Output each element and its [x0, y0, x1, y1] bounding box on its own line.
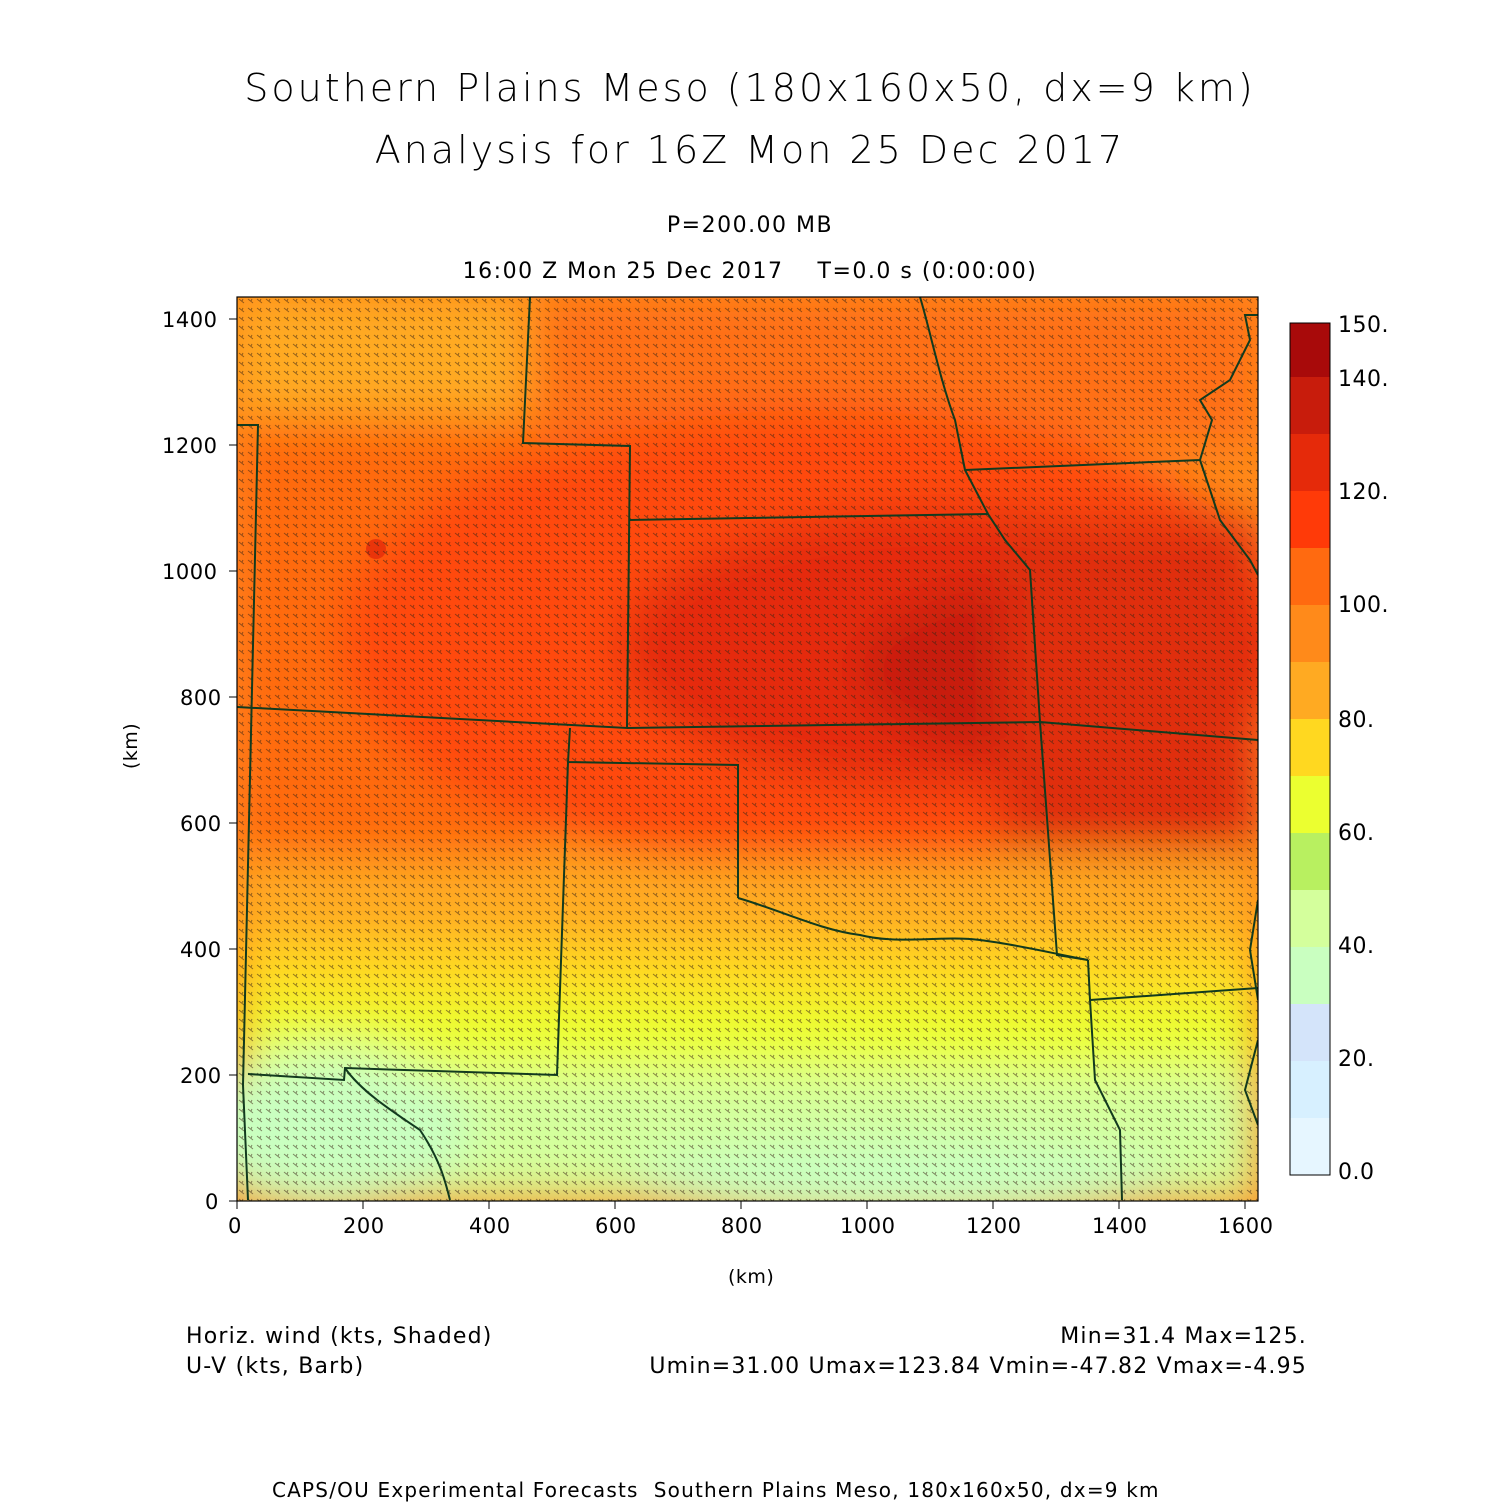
colorbar-label: 100. [1338, 593, 1389, 618]
plot-frame [236, 296, 1259, 1202]
x-tick-label: 1200 [966, 1214, 1022, 1238]
y-tick-label: 0 [205, 1190, 219, 1214]
pressure-level: P=200.00 MB [666, 213, 834, 238]
x-tick-label: 400 [469, 1214, 511, 1238]
uv-stats: Umin=31.00 Umax=123.84 Vmin=-47.82 Vmax=… [649, 1354, 1307, 1379]
y-tick-label: 600 [180, 812, 222, 836]
x-tick-label: 0 [228, 1214, 242, 1238]
colorbar-label: 140. [1338, 367, 1389, 392]
colorbar-label: 20. [1338, 1047, 1375, 1072]
title-line-1: Southern Plains Meso (180x160x50, dx=9 k… [244, 66, 1256, 110]
valid-time: 16:00 Z Mon 25 Dec 2017 T=0.0 s (0:00:00… [462, 259, 1038, 284]
colorbar-label: 40. [1338, 934, 1375, 959]
axis-ticks [229, 318, 1246, 1209]
colorbar-label: 80. [1338, 708, 1375, 733]
y-tick-label: 1400 [162, 308, 218, 332]
state-boundaries [237, 297, 1258, 1201]
x-tick-label: 800 [721, 1214, 763, 1238]
y-tick-label: 1200 [162, 434, 218, 458]
y-tick-label: 400 [180, 938, 222, 962]
x-tick-label: 1600 [1218, 1214, 1274, 1238]
x-tick-label: 1400 [1092, 1214, 1148, 1238]
x-axis-label: (km) [728, 1266, 775, 1288]
wind-speed-shading [237, 297, 1258, 1201]
x-tick-label: 200 [343, 1214, 385, 1238]
colorbar-label: 0.0 [1338, 1160, 1375, 1185]
y-tick-label: 800 [180, 686, 222, 710]
y-tick-label: 200 [180, 1064, 222, 1088]
y-tick-label: 1000 [162, 560, 218, 584]
x-tick-label: 600 [595, 1214, 637, 1238]
credit-line: CAPS/OU Experimental Forecasts Southern … [272, 1478, 1160, 1502]
y-axis-label: (km) [120, 722, 143, 770]
barb-field-label: U-V (kts, Barb) [186, 1354, 365, 1379]
min-max-stats: Min=31.4 Max=125. [1060, 1324, 1307, 1349]
colorbar [1289, 322, 1331, 1176]
title-line-2: Analysis for 16Z Mon 25 Dec 2017 [374, 128, 1126, 172]
colorbar-label: 150. [1338, 313, 1389, 338]
colorbar-label: 60. [1338, 821, 1375, 846]
x-tick-label: 1000 [840, 1214, 896, 1238]
shaded-field-label: Horiz. wind (kts, Shaded) [186, 1324, 493, 1349]
colorbar-label: 120. [1338, 480, 1389, 505]
